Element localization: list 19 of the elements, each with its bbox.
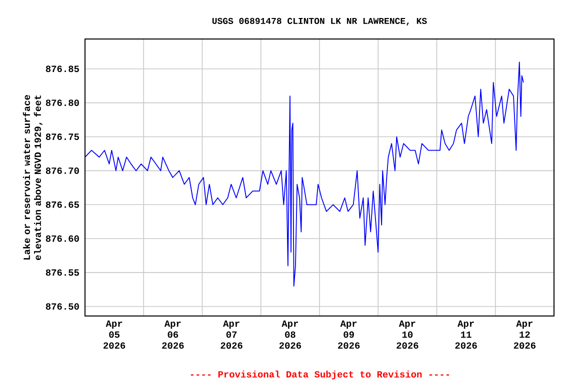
y-tick-label: 876.55 — [46, 269, 79, 276]
x-tick-label: Apr 05 2026 — [104, 320, 126, 349]
y-tick-label: 876.60 — [46, 235, 79, 242]
text: ---- Provisional Data Subject to Revision ---- — [190, 370, 450, 380]
y-tick-label: 876.65 — [46, 201, 79, 208]
y-tick-label: 876.75 — [46, 134, 79, 140]
y-tick-label: 876.80 — [46, 100, 79, 106]
y-tick-label: 876.50 — [46, 303, 79, 310]
x-tick-label: Apr 12 2026 — [514, 320, 536, 349]
y-tick-label: 876.70 — [46, 168, 79, 174]
x-tick-label: Apr 09 2026 — [338, 320, 360, 349]
x-tick-label: Apr 11 2026 — [455, 320, 477, 349]
x-tick-label: Apr 08 2026 — [279, 320, 302, 349]
x-tick-label: Apr 10 2026 — [396, 320, 418, 349]
x-tick-label: Apr 06 2026 — [162, 320, 184, 349]
y-axis-title: Lake or reservoir water surface elevation above NGVD 1929, feet — [22, 95, 43, 260]
x-tick-label: Apr 07 2026 — [220, 320, 242, 349]
chart-title: USGS 06891478 CLINTON LK NR LAWRENCE, KS — [212, 18, 427, 26]
y-tick-label: 876.85 — [46, 66, 79, 72]
